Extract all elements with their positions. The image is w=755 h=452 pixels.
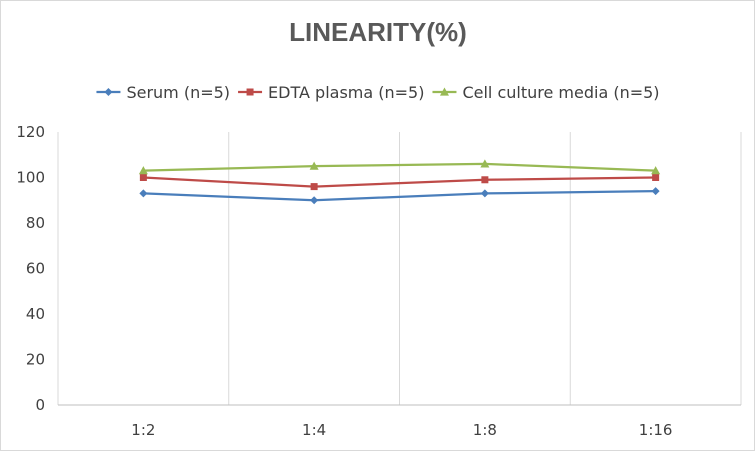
gridlines [57,132,742,405]
y-tick-label: 60 [26,260,45,278]
y-tick-label: 20 [26,351,45,369]
data-point [310,183,318,191]
data-point [652,174,660,181]
chart-legend: Serum (n=5) EDTA plasma (n=5) Cell culture… [96,83,660,102]
data-point [138,166,148,175]
series-line [143,162,656,172]
chart-title: LINEARITY(%) [289,17,467,47]
legend-marker [439,87,449,96]
series-1 [139,187,660,205]
legend-item [432,87,457,96]
legend-marker [246,88,254,96]
legend-marker [104,88,113,96]
data-point [480,189,489,198]
x-tick-label: 1:2 [131,421,155,439]
series-line [143,176,656,188]
x-tick-label: 1:8 [473,421,497,439]
data-point [480,159,490,168]
legend-label: EDTA plasma (n=5) [268,83,424,102]
y-tick-label: 120 [16,123,45,141]
x-tick-label: 1:4 [302,421,326,439]
y-tick-label: 80 [26,214,45,232]
y-tick-label: 40 [26,305,45,323]
data-point [481,176,489,184]
data-point [139,174,147,181]
legend-item [96,88,121,96]
data-point [310,196,319,205]
series-group [138,159,661,205]
data-point [139,189,148,198]
y-tick-label: 0 [35,396,45,414]
legend-label: Cell culture media (n=5) [462,83,659,102]
y-tick-label: 100 [16,169,45,187]
data-point [309,161,319,170]
data-point [651,166,661,175]
series-3 [138,159,661,175]
axes: 0 20 40 60 80 100 120 1:2 1:4 1:8 1:16 [16,123,741,439]
x-tick-label: 1:16 [639,421,673,439]
series-2 [139,174,660,191]
legend-label: Serum (n=5) [126,83,230,102]
data-point [651,187,660,196]
legend-item [238,88,263,96]
series-line [143,190,656,202]
